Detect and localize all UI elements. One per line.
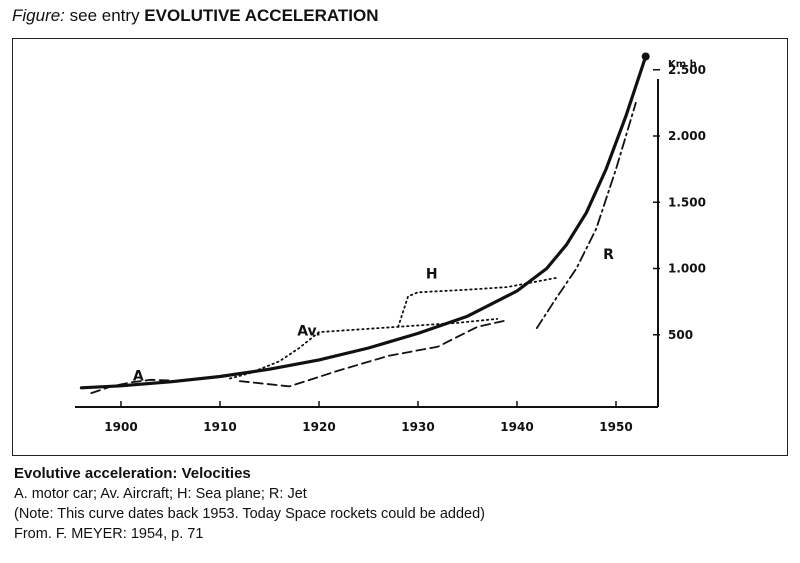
velocity-chart: 1900 1910 1920 1930 1940 1950 500 1.000 1.500 2.0… <box>75 52 706 434</box>
x-tick-label-1940: 1940 <box>500 420 533 434</box>
annotation-label-a: A <box>133 368 144 384</box>
y-tick-label-500: 500 <box>668 328 693 342</box>
series-line-av-dashed <box>238 319 509 388</box>
annotation-label-r: R <box>603 247 614 263</box>
x-tick-label-1900: 1900 <box>104 420 137 434</box>
series-line-a-dashed <box>90 378 172 395</box>
x-tick-label-1910: 1910 <box>203 420 236 434</box>
series-line-h-dotted <box>397 276 558 328</box>
x-tick-label-1950: 1950 <box>599 420 632 434</box>
y-tick-label-1000: 1.000 <box>668 262 706 276</box>
caption-note: (Note: This curve dates back 1953. Today… <box>14 506 485 522</box>
series-line-r-dashdot <box>535 102 637 330</box>
y-tick-label-2000: 2.000 <box>668 129 706 143</box>
caption: Evolutive acceleration: Velocities A. mo… <box>14 464 485 544</box>
caption-source: From. F. MEYER: 1954, p. 71 <box>14 526 204 542</box>
annotation-label-av: Av. <box>297 323 321 339</box>
main-curve-end-point <box>641 52 650 61</box>
figure-lead: Figure: <box>12 6 65 25</box>
figure-header: Figure: see entry EVOLUTIVE ACCELERATION <box>12 6 379 26</box>
figure-middle: see entry <box>64 6 145 25</box>
y-tick-label-2500: 2.500 <box>668 63 706 77</box>
caption-legend: A. motor car; Av. Aircraft; H: Sea plane… <box>14 486 307 502</box>
series-line-av-dotted <box>228 317 499 380</box>
series-line-main-solid <box>79 54 648 390</box>
chart-frame: 1900 1910 1920 1930 1940 1950 500 1.000 1.500 2.0… <box>12 38 788 456</box>
x-tick-label-1920: 1920 <box>302 420 335 434</box>
y-axis-unit-label: Km h <box>668 59 697 70</box>
y-tick-label-1500: 1.500 <box>668 195 706 209</box>
x-tick-label-1930: 1930 <box>401 420 434 434</box>
figure-entry: EVOLUTIVE ACCELERATION <box>144 6 379 25</box>
annotation-label-h: H <box>426 266 438 282</box>
caption-title: Evolutive acceleration: Velocities <box>14 465 251 482</box>
